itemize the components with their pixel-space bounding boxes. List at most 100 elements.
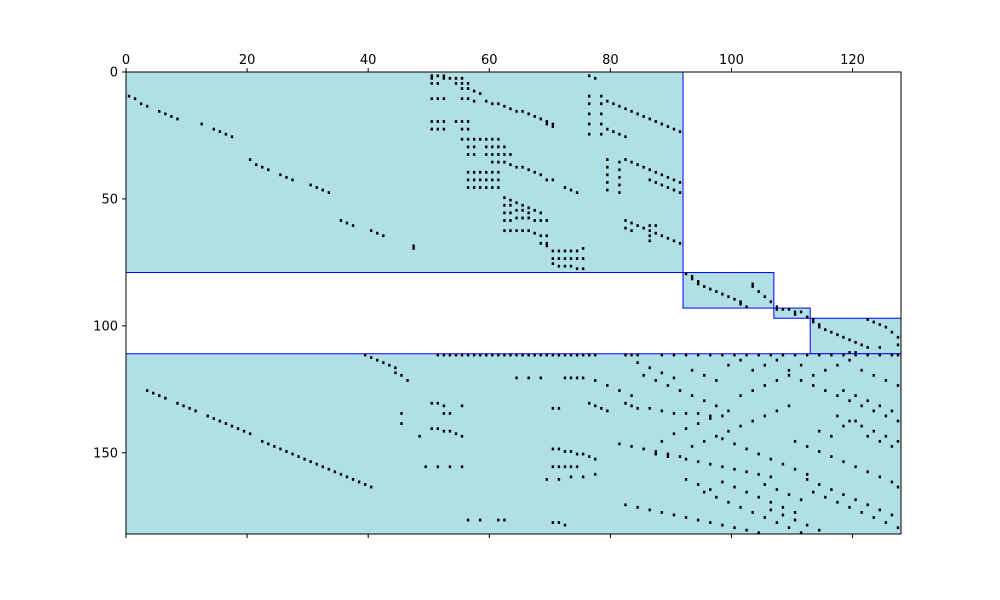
nonzero-point	[315, 462, 318, 466]
nonzero-point	[618, 183, 621, 187]
nonzero-point	[745, 528, 748, 532]
nonzero-point	[575, 376, 579, 380]
nonzero-point	[872, 516, 875, 519]
nonzero-point	[805, 523, 809, 527]
nonzero-point	[394, 366, 397, 370]
nonzero-point	[176, 401, 179, 405]
nonzero-point	[824, 368, 827, 372]
nonzero-point	[412, 244, 415, 248]
y-tick-label: 100	[93, 319, 118, 334]
nonzero-point	[557, 447, 561, 451]
nonzero-point	[521, 216, 524, 220]
nonzero-point	[830, 455, 833, 458]
nonzero-point	[521, 353, 524, 357]
nonzero-point	[200, 122, 203, 126]
nonzero-point	[539, 117, 542, 121]
nonzero-point	[636, 112, 639, 116]
nonzero-point	[630, 353, 633, 357]
nonzero-point	[448, 429, 452, 433]
nonzero-point	[466, 186, 470, 189]
nonzero-point	[606, 188, 609, 192]
nonzero-point	[460, 97, 464, 101]
nonzero-point	[739, 358, 742, 362]
nonzero-point	[563, 186, 567, 189]
nonzero-point	[194, 409, 197, 413]
nonzero-point	[569, 450, 573, 453]
nonzero-point	[297, 455, 300, 458]
nonzero-point	[491, 102, 494, 106]
nonzero-point	[878, 323, 882, 326]
nonzero-point	[569, 188, 573, 192]
nonzero-point	[515, 216, 518, 220]
nonzero-point	[600, 406, 603, 410]
nonzero-point	[230, 135, 234, 139]
nonzero-point	[527, 112, 530, 116]
nonzero-point	[630, 229, 633, 233]
nonzero-point	[485, 170, 488, 174]
nonzero-point	[363, 353, 367, 357]
nonzero-point	[618, 160, 621, 164]
nonzero-point	[279, 447, 282, 451]
nonzero-point	[273, 445, 276, 448]
nonzero-point	[448, 76, 452, 80]
nonzero-point	[666, 175, 670, 179]
nonzero-point	[515, 376, 518, 380]
nonzero-point	[624, 158, 627, 161]
nonzero-point	[539, 173, 542, 177]
nonzero-point	[460, 127, 464, 131]
x-tick-label: 100	[719, 53, 744, 68]
nonzero-point	[672, 188, 676, 192]
nonzero-point	[787, 404, 791, 408]
nonzero-point	[460, 76, 464, 80]
nonzero-point	[466, 518, 470, 522]
nonzero-point	[472, 145, 476, 149]
nonzero-point	[769, 508, 773, 512]
nonzero-point	[212, 417, 215, 420]
nonzero-point	[594, 472, 597, 476]
nonzero-point	[830, 488, 833, 491]
nonzero-point	[666, 125, 670, 128]
nonzero-point	[557, 478, 561, 481]
nonzero-point	[884, 521, 888, 524]
nonzero-point	[551, 465, 555, 469]
nonzero-point	[164, 112, 167, 116]
nonzero-point	[854, 498, 857, 502]
nonzero-point	[666, 455, 670, 458]
nonzero-point	[745, 353, 748, 357]
nonzero-point	[630, 404, 633, 408]
nonzero-point	[491, 160, 494, 164]
nonzero-point	[690, 274, 694, 278]
nonzero-point	[878, 508, 882, 512]
nonzero-point	[442, 120, 446, 123]
nonzero-point	[630, 109, 633, 113]
nonzero-point	[587, 94, 591, 98]
nonzero-point	[715, 404, 718, 408]
nonzero-point	[624, 135, 627, 139]
nonzero-point	[763, 363, 766, 367]
nonzero-point	[460, 120, 464, 123]
nonzero-point	[684, 516, 688, 519]
nonzero-point	[799, 531, 803, 535]
nonzero-point	[466, 145, 470, 149]
nonzero-point	[854, 465, 857, 469]
nonzero-point	[793, 439, 797, 443]
nonzero-point	[515, 109, 518, 113]
nonzero-point	[769, 300, 773, 304]
nonzero-point	[818, 353, 821, 357]
nonzero-point	[503, 353, 506, 357]
nonzero-point	[460, 137, 464, 141]
nonzero-point	[563, 264, 567, 268]
nonzero-point	[497, 170, 500, 174]
nonzero-point	[478, 186, 482, 189]
nonzero-point	[539, 241, 542, 245]
nonzero-point	[497, 186, 500, 189]
nonzero-point	[478, 137, 482, 141]
nonzero-point	[703, 285, 706, 288]
nonzero-point	[860, 404, 863, 408]
nonzero-point	[521, 203, 524, 207]
nonzero-point	[569, 475, 573, 479]
nonzero-point	[666, 186, 670, 189]
nonzero-point	[527, 206, 530, 210]
nonzero-point	[454, 120, 458, 123]
nonzero-point	[212, 127, 215, 131]
